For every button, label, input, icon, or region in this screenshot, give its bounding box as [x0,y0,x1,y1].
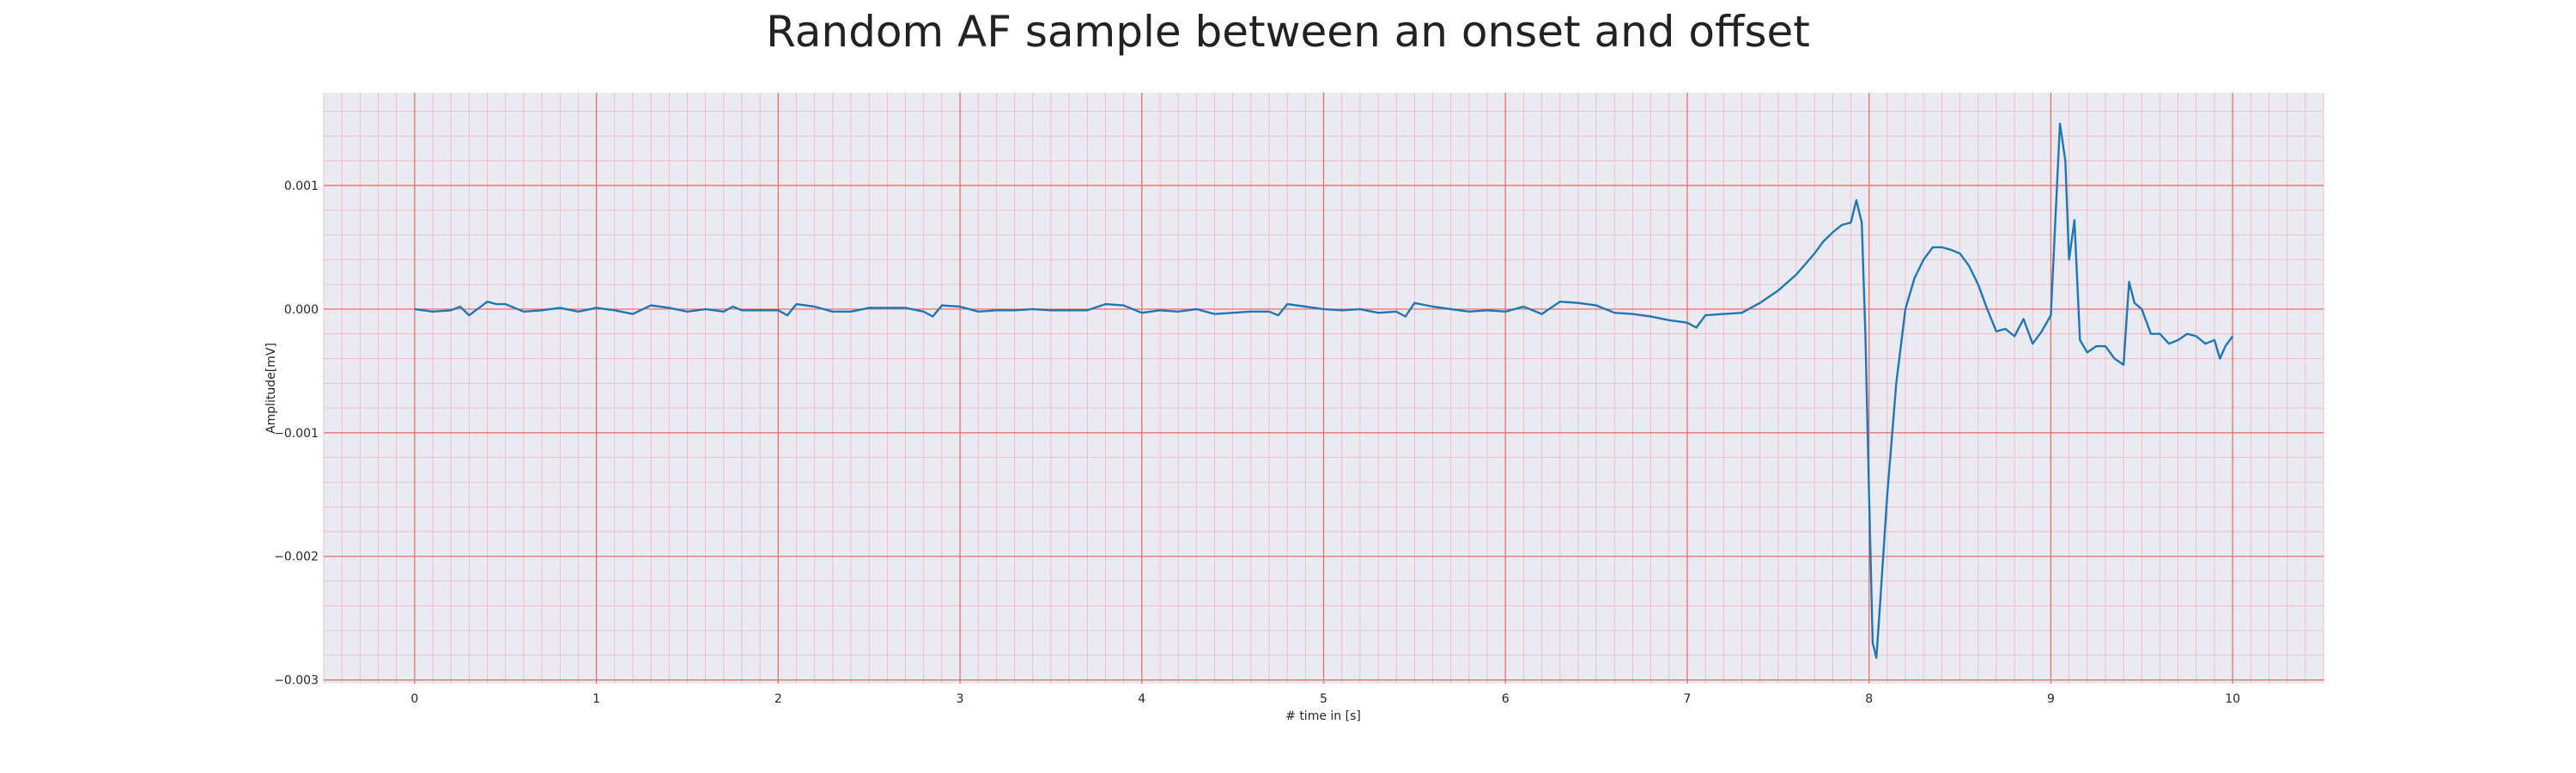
x-tick-label: 6 [1502,692,1510,706]
y-tick-label: −0.002 [274,551,319,564]
y-tick-label: −0.001 [274,427,319,441]
x-tick-label: 3 [957,692,964,706]
y-axis-label: Amplitude[mV] [264,343,278,434]
y-tick-labels: 0.001 0.000 −0.001 −0.002 −0.003 [274,180,319,688]
x-tick-labels: 0 1 2 3 4 5 6 7 8 9 10 [410,692,2240,706]
chart-title: Random AF sample between an onset and of… [766,7,1810,57]
x-tick-label: 10 [2225,692,2240,706]
x-tick-label: 2 [775,692,782,706]
series-line [414,122,2234,659]
x-tick-label: 1 [592,692,600,706]
x-tick-label: 7 [1683,692,1691,706]
x-tick-label: 5 [1320,692,1327,706]
x-tick-label: 0 [410,692,418,706]
y-tick-label: −0.003 [274,674,319,688]
x-axis-label: # time in [s] [1285,709,1361,723]
x-tick-label: 9 [2047,692,2055,706]
y-tick-label: 0.001 [284,180,319,193]
x-tick-label: 4 [1138,692,1145,706]
y-tick-label: 0.000 [284,303,319,317]
x-tick-label: 8 [1865,692,1873,706]
